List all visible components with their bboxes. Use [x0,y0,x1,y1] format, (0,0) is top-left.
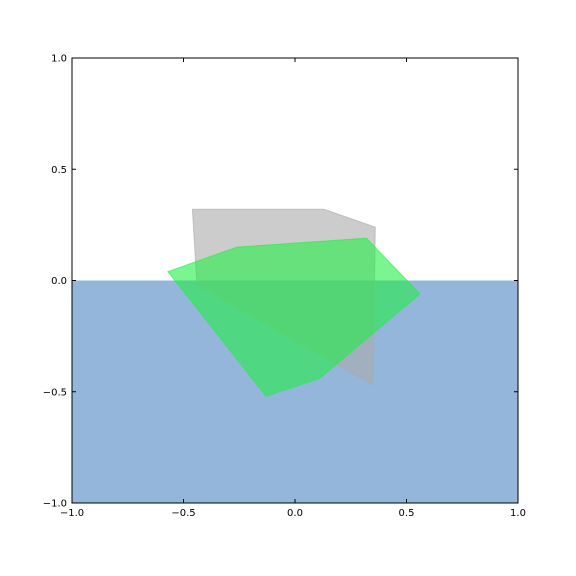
y-tick-label: 0.0 [51,276,67,287]
x-tick-label: 1.0 [510,508,526,519]
axis-ticks: −1.0 −0.5 0.0 0.5 1.0 −1.0 −0.5 0.0 0.5 1.0 [43,54,526,520]
y-tick-label: −1.0 [43,499,67,510]
x-tick-label: −1.0 [60,508,84,519]
green-polygon [167,237,421,397]
x-tick-label: −0.5 [171,508,195,519]
x-tick-label: 0.5 [399,508,415,519]
x-tick-label: 0.0 [287,508,303,519]
lower-half-region [72,280,518,503]
plot-area [72,208,518,503]
y-tick-label: −0.5 [43,387,67,398]
y-tick-label: 1.0 [51,54,67,65]
y-tick-label: 0.5 [51,165,67,176]
axes-frame [71,57,519,504]
